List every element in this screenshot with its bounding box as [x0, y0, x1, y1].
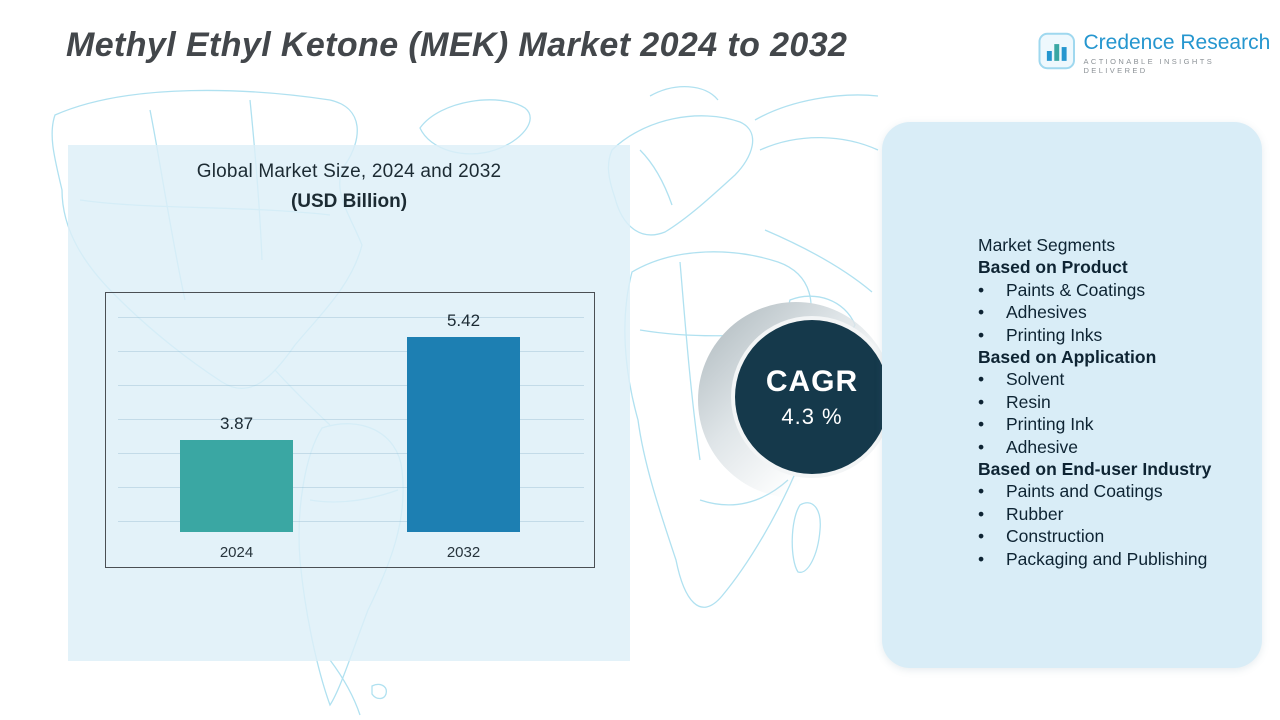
logo-text: Credence Research Actionable Insights De… [1083, 31, 1280, 76]
bullet-icon: • [978, 391, 985, 412]
segment-item-label: Paints & Coatings [1006, 279, 1146, 300]
logo-tagline: Actionable Insights Delivered [1083, 57, 1215, 76]
segment-item-label: Printing Inks [1006, 324, 1103, 345]
logo-name: Credence Research [1083, 31, 1271, 54]
segment-item-label: Printing Ink [1006, 414, 1094, 435]
bar-group: 3.87 2024 5.42 2032 [106, 291, 594, 561]
bullet-icon: • [978, 526, 985, 547]
cagr-label: CAGR [765, 364, 859, 398]
segment-item-label: Resin [1006, 391, 1051, 412]
segment-item-label: Rubber [1006, 503, 1064, 524]
segment-item: • Paints & Coatings [978, 279, 1246, 301]
bar-category-label: 2032 [446, 544, 481, 561]
segment-heading: Based on Application [978, 347, 1157, 368]
bar-2032: 5.42 2032 [407, 311, 520, 561]
bar-2024: 3.87 2024 [180, 414, 293, 561]
bullet-icon: • [978, 369, 985, 390]
gridline [118, 487, 584, 488]
segment-item: • Adhesive [978, 436, 1246, 458]
chart-title-block: Global Market Size, 2024 and 2032 (USD B… [68, 161, 630, 213]
page-title: Methyl Ethyl Ketone (MEK) Market 2024 to… [66, 26, 848, 64]
bullet-icon: • [978, 302, 985, 323]
segments-text-block: Market Segments Based on Product • Paints … [978, 234, 1246, 570]
bar-chart: 3.87 2024 5.42 2032 [105, 292, 595, 568]
bullet-icon: • [978, 279, 985, 300]
bullet-icon: • [978, 503, 985, 524]
segment-item-label: Packaging and Publishing [1006, 548, 1208, 569]
bullet-icon: • [978, 548, 985, 569]
segments-title: Market Segments [978, 235, 1116, 255]
bar-category-label: 2024 [219, 544, 254, 561]
segment-item: • Packaging and Publishing [978, 548, 1246, 570]
credence-research-logo: Credence Research Actionable Insights De… [1038, 31, 1280, 76]
segment-item: • Adhesives [978, 301, 1246, 323]
segment-item: • Solvent [978, 368, 1246, 390]
cagr-value: 4.3 % [781, 403, 843, 429]
segment-item: • Rubber [978, 503, 1246, 525]
gridline [118, 453, 584, 454]
segment-item: • Paints and Coatings [978, 480, 1246, 502]
segment-item-label: Adhesives [1006, 302, 1087, 323]
bullet-icon: • [978, 414, 985, 435]
gridline [118, 351, 584, 352]
bar-value-label: 5.42 [446, 311, 481, 330]
chart-panel: Global Market Size, 2024 and 2032 (USD B… [68, 145, 630, 661]
segment-item-label: Construction [1006, 526, 1105, 547]
gridline [118, 521, 584, 522]
bar-rect [407, 337, 520, 532]
bullet-icon: • [978, 324, 985, 345]
segment-item-label: Paints and Coatings [1006, 481, 1163, 502]
segment-item: • Construction [978, 525, 1246, 547]
segment-item: • Printing Ink [978, 413, 1246, 435]
gridline [118, 317, 584, 318]
segments-panel: Market Segments Based on Product • Paints … [882, 122, 1262, 668]
chart-title: Global Market Size, 2024 and 2032 [196, 161, 502, 182]
segment-item-label: Solvent [1006, 369, 1065, 390]
chart-subtitle: (USD Billion) [290, 191, 408, 212]
bullet-icon: • [978, 436, 985, 457]
gridline [118, 419, 584, 420]
bar-rect [180, 440, 293, 532]
segment-item: • Resin [978, 391, 1246, 413]
cagr-badge: CAGR 4.3 % [731, 316, 893, 478]
segment-item: • Printing Inks [978, 324, 1246, 346]
bullet-icon: • [978, 481, 985, 502]
bar-value-label: 3.87 [219, 414, 254, 433]
gridline [118, 385, 584, 386]
segment-groups: Based on Product • Paints & Coatings • Adhes… [978, 256, 1246, 570]
logo-bars-icon [1038, 32, 1075, 70]
segment-heading: Based on End-user Industry [978, 459, 1212, 480]
segment-heading: Based on Product [978, 257, 1128, 278]
segment-item-label: Adhesive [1006, 436, 1078, 457]
